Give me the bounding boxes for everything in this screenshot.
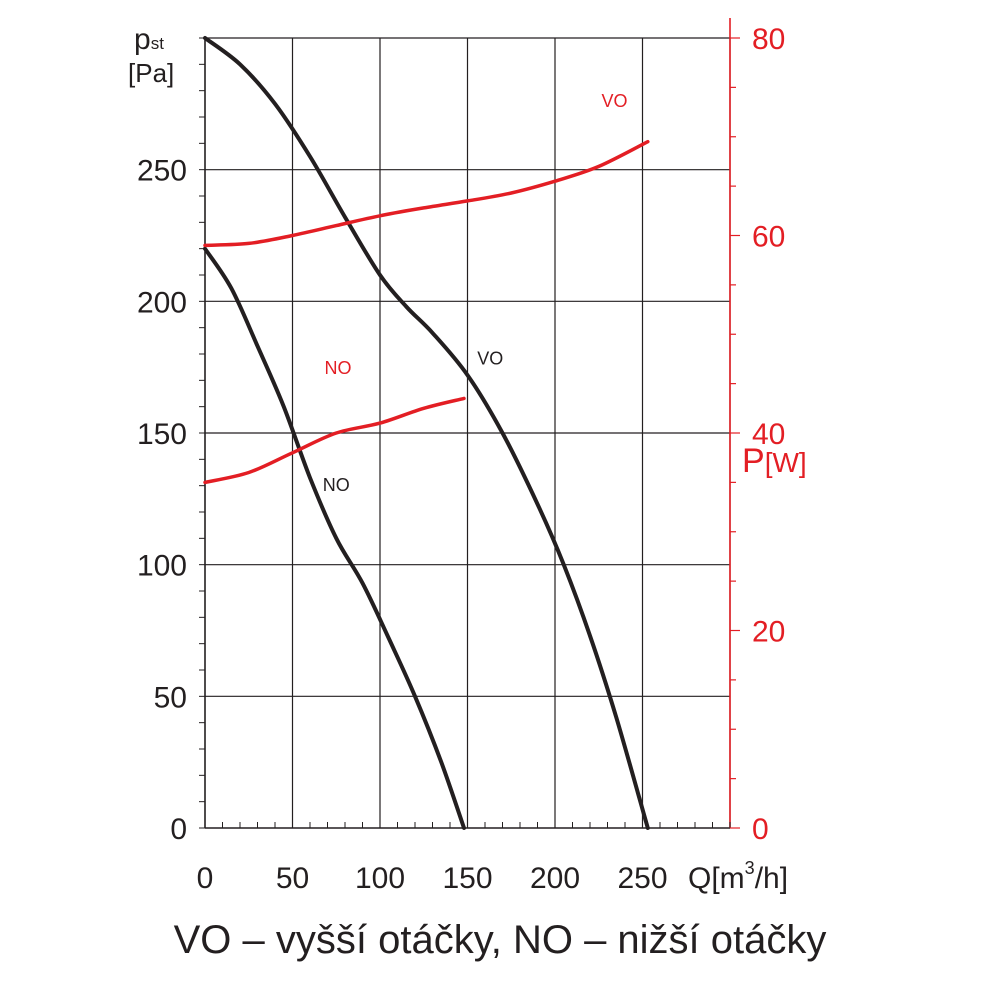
curve-labels: VO NO VO NO [323,91,628,495]
pressure-curve-no [203,246,466,830]
y-right-tick-label: 80 [752,23,785,56]
y-axis-right-title: P[W] [742,442,807,480]
ticks: 0 50 100 150 200 250 0 50 100 150 200 250 0 20 40 60 80 [137,23,785,895]
y-left-tick-label: 0 [170,813,187,846]
x-tick-label: 100 [355,862,405,895]
grid [205,37,731,828]
x-tick-label: 250 [617,862,667,895]
y-axis-left-title: pst [134,23,164,56]
curve-label-vo: VO [477,349,503,369]
x-tick-label: 200 [530,862,580,895]
x-tick-label: 0 [197,862,214,895]
series [203,36,650,830]
chart-caption: VO – vyšší otáčky, NO – nižší otáčky [173,918,827,962]
curve-label-vo: VO [601,91,627,111]
power-curve-vo [203,139,650,248]
x-tick-label: 150 [442,862,492,895]
x-tick-label: 50 [276,862,309,895]
y-axis-left-unit: [Pa] [128,58,174,88]
pressure-curve-vo [203,36,650,830]
power-curve-no [203,396,466,485]
curve-label-no: NO [325,358,352,378]
y-left-tick-label: 150 [137,418,187,451]
curve-label-no: NO [323,475,350,495]
y-right-tick-label: 0 [752,813,769,846]
x-axis-title: Q[m3/h] [688,858,788,895]
y-right-tick-label: 60 [752,221,785,254]
y-left-tick-label: 200 [137,286,187,319]
y-left-tick-label: 100 [137,550,187,583]
y-left-tick-label: 50 [154,681,187,714]
y-right-tick-label: 40 [752,418,785,451]
y-left-tick-label: 250 [137,155,187,188]
y-right-tick-label: 20 [752,616,785,649]
